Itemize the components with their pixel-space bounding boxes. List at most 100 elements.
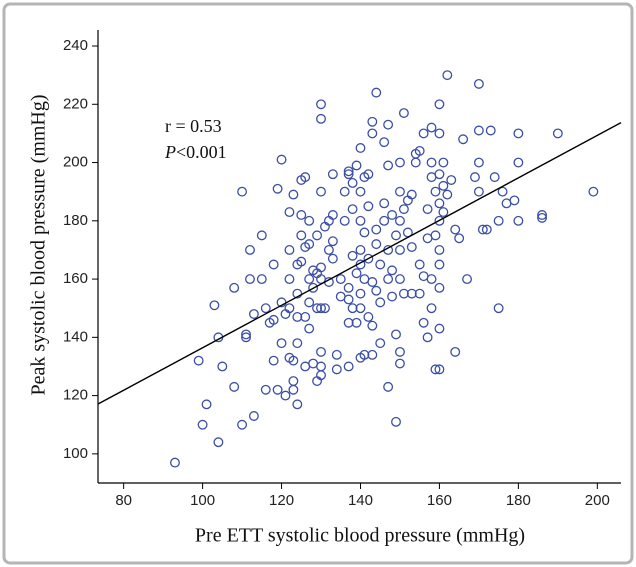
point: [537, 212, 548, 223]
point: [383, 160, 394, 171]
point: [434, 282, 445, 293]
x-tick-label: 180: [506, 492, 531, 509]
point: [438, 157, 449, 168]
point: [343, 361, 354, 372]
point: [477, 224, 488, 235]
point: [304, 297, 315, 308]
point: [473, 125, 484, 136]
point: [229, 282, 240, 293]
point: [323, 244, 334, 255]
point: [343, 317, 354, 328]
point: [197, 419, 208, 430]
y-tick-label: 220: [63, 95, 88, 112]
point: [304, 274, 315, 285]
point: [304, 323, 315, 334]
point: [355, 186, 366, 197]
y-tick-label: 140: [63, 328, 88, 345]
point: [288, 355, 299, 366]
point: [292, 399, 303, 410]
point: [446, 175, 457, 185]
point: [316, 361, 326, 372]
point: [312, 230, 323, 241]
point: [296, 256, 307, 267]
point: [316, 346, 326, 357]
point: [241, 332, 251, 343]
point: [438, 180, 449, 191]
point: [395, 244, 405, 255]
point: [272, 183, 283, 194]
point: [513, 128, 524, 139]
point: [355, 303, 366, 314]
point: [245, 244, 255, 255]
point: [347, 177, 358, 188]
point: [426, 303, 437, 314]
annotation: P: [164, 142, 176, 162]
point: [343, 166, 354, 177]
point: [434, 244, 445, 255]
point: [473, 186, 484, 197]
point: [316, 99, 326, 110]
point: [237, 186, 248, 197]
point: [304, 239, 315, 250]
point: [367, 116, 378, 127]
point: [473, 78, 484, 89]
point: [316, 262, 326, 273]
point: [422, 332, 433, 343]
x-axis-label: Pre ETT systolic blood pressure (mmHg): [195, 525, 525, 547]
point: [434, 169, 445, 180]
point: [260, 384, 271, 395]
point: [406, 189, 417, 200]
y-tick-label: 180: [63, 212, 88, 229]
point: [327, 253, 338, 264]
point: [395, 274, 405, 285]
point: [375, 338, 386, 349]
point: [320, 303, 330, 314]
point: [414, 259, 425, 270]
point: [363, 253, 374, 264]
point: [434, 128, 445, 139]
point: [438, 207, 449, 218]
point: [367, 320, 378, 331]
point: [367, 128, 378, 139]
point: [379, 137, 390, 148]
point: [327, 210, 338, 220]
point: [193, 355, 204, 366]
point: [359, 227, 370, 238]
point: [434, 364, 445, 375]
point: [450, 346, 461, 357]
point: [355, 143, 366, 153]
point: [327, 169, 338, 180]
point: [430, 230, 441, 241]
point: [485, 125, 496, 136]
point: [395, 186, 405, 197]
point: [268, 314, 279, 325]
point: [288, 189, 299, 200]
point: [359, 349, 370, 360]
point: [363, 201, 374, 212]
point: [308, 282, 319, 293]
point: [331, 364, 342, 375]
point: [217, 361, 228, 372]
point: [383, 119, 394, 130]
point: [284, 207, 295, 218]
fit-line: [97, 122, 622, 405]
point: [418, 317, 429, 328]
point: [434, 259, 445, 270]
point: [379, 198, 390, 209]
annotation: r = 0.53: [165, 116, 222, 136]
point: [426, 122, 437, 133]
point: [430, 186, 441, 197]
y-tick-label: 240: [63, 37, 88, 54]
x-tick-label: 100: [190, 492, 215, 509]
point: [434, 215, 445, 226]
point: [347, 204, 358, 215]
point: [462, 274, 473, 285]
point: [316, 186, 326, 197]
point: [355, 244, 366, 255]
point: [367, 349, 378, 360]
point: [391, 329, 401, 340]
point: [414, 288, 425, 299]
point: [552, 128, 563, 139]
point: [450, 224, 461, 235]
point: [509, 195, 520, 206]
